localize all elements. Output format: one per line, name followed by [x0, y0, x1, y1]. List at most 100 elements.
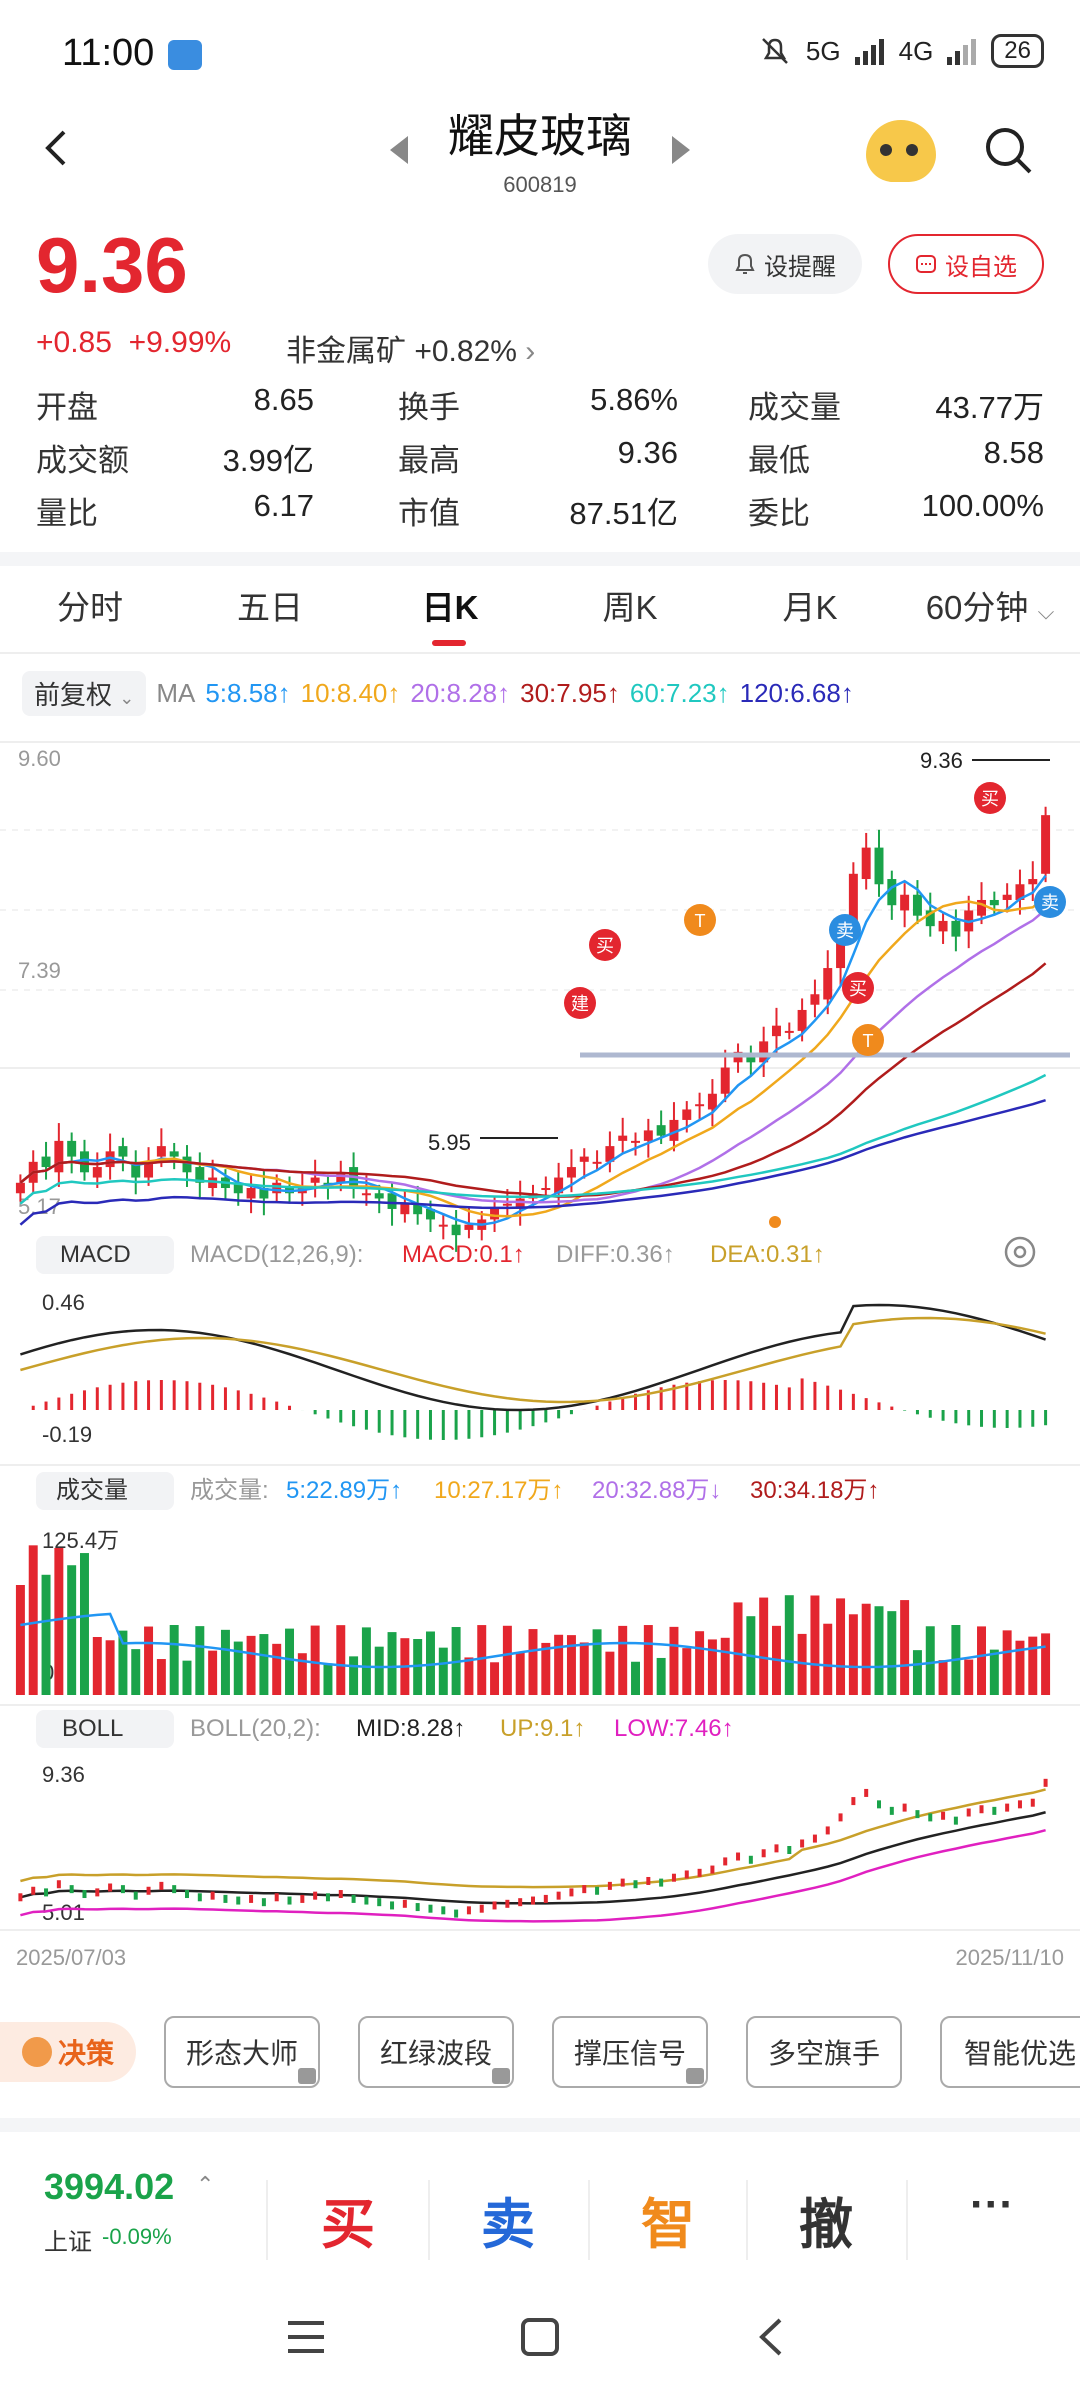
menu-icon[interactable]: [286, 2319, 326, 2355]
boll-candle: [120, 1885, 125, 1894]
stat-value: 8.58: [983, 435, 1044, 470]
candle-body: [118, 1146, 128, 1157]
set-alert-label: 设提醒: [764, 253, 836, 281]
tab-monthly-k[interactable]: 月K: [782, 589, 838, 626]
volume-bar: [579, 1642, 589, 1695]
index-value[interactable]: 3994.02: [44, 2166, 175, 2207]
adjust-label: 前复权: [34, 679, 113, 710]
boll-candle: [390, 1901, 395, 1910]
candle-body: [361, 1193, 371, 1196]
tool-support-resistance[interactable]: 撑压信号: [552, 2016, 708, 2088]
tab-intraday[interactable]: 分时: [57, 589, 123, 626]
price-axis-mid: 7.39: [18, 958, 61, 983]
volume-ma10: 10:27.17万↑: [434, 1477, 563, 1504]
volume-bar: [925, 1626, 935, 1695]
stat-cell: 最低 8.58: [708, 435, 1044, 480]
volume-bar: [797, 1633, 807, 1695]
tab-weekly-k[interactable]: 周K: [602, 589, 658, 626]
home-icon[interactable]: [520, 2317, 560, 2357]
candle-body: [310, 1177, 320, 1183]
boll-candle: [582, 1885, 587, 1894]
back-icon[interactable]: [36, 128, 76, 168]
boll-candle: [864, 1788, 869, 1797]
tab-daily-k[interactable]: 日K: [421, 589, 479, 626]
ma-line-60: [19, 1073, 1047, 1205]
volume-bar: [285, 1628, 295, 1695]
signal-marker-label: 卖: [1041, 893, 1059, 913]
divider: [906, 2180, 908, 2260]
volume-bar: [566, 1635, 576, 1695]
boll-candle: [851, 1797, 856, 1806]
signal-marker-label: 建: [571, 994, 589, 1014]
ma-value: 10:8.40↑: [300, 677, 401, 708]
candle-body: [1015, 884, 1025, 900]
stat-label: 成交额: [36, 443, 129, 478]
ma-prefix: MA: [156, 677, 196, 708]
stat-cell: 市值 87.51亿: [372, 488, 708, 533]
next-stock-arrow-icon[interactable]: [672, 136, 690, 164]
volume-bar: [208, 1650, 218, 1695]
volume-ma30: 30:34.18万↑: [750, 1477, 879, 1504]
boll-up-line: [20, 1788, 1046, 1889]
tool-bull-bear[interactable]: 多空旗手: [746, 2016, 902, 2088]
candle-body: [951, 920, 961, 937]
sell-button[interactable]: 卖: [481, 2195, 535, 2255]
prev-stock-arrow-icon[interactable]: [390, 136, 408, 164]
volume-prefix: 成交量:: [190, 1477, 269, 1504]
mascot-icon[interactable]: [866, 120, 936, 182]
candle-body: [771, 1025, 781, 1037]
stock-header: 耀皮玻璃 600819: [0, 100, 1080, 210]
ma-value: 30:7.95↑: [520, 677, 620, 708]
more-button[interactable]: ···: [970, 2180, 1014, 2229]
tool-smart-pick[interactable]: 智能优选: [940, 2016, 1080, 2088]
candle-body: [836, 926, 846, 969]
volume-bar: [323, 1663, 333, 1695]
smart-button[interactable]: 智: [641, 2195, 695, 2255]
signal-marker-label: 买: [981, 789, 999, 809]
boll-candle: [531, 1896, 535, 1905]
boll-candle: [479, 1904, 484, 1913]
adjust-dropdown[interactable]: 前复权 ⌄: [22, 670, 147, 716]
candle-body: [464, 1224, 474, 1230]
volume-bar: [682, 1648, 692, 1695]
buy-button[interactable]: 买: [321, 2195, 375, 2255]
add-watchlist-button[interactable]: 设自选: [888, 234, 1044, 294]
back-nav-icon[interactable]: [756, 2317, 786, 2357]
tab-60min[interactable]: 60分钟 ⌵: [900, 576, 1080, 640]
boll-candle: [723, 1857, 728, 1866]
volume-bar: [1015, 1640, 1025, 1695]
candle-body: [259, 1188, 269, 1199]
boll-candle: [44, 1888, 49, 1897]
stat-cell: 委比 100.00%: [708, 488, 1044, 533]
candle-body: [759, 1041, 769, 1063]
candle-body: [861, 847, 871, 880]
search-icon[interactable]: [982, 124, 1034, 176]
decision-tab[interactable]: 决策: [0, 2022, 136, 2082]
stat-value: 5.86%: [590, 382, 678, 417]
boll-candle: [812, 1834, 817, 1843]
cancel-order-button[interactable]: 撤: [799, 2195, 853, 2255]
tool-pattern-master[interactable]: 形态大师: [164, 2016, 320, 2088]
volume-bar: [182, 1660, 192, 1695]
sector-link[interactable]: 非金属矿 +0.82% ›: [286, 326, 535, 370]
current-price: 9.36: [36, 221, 188, 309]
volume-bar: [233, 1641, 243, 1695]
high-label: 9.36: [920, 748, 963, 773]
boll-candle: [543, 1894, 548, 1903]
system-nav-bar: [0, 2285, 1080, 2400]
boll-candle: [595, 1886, 600, 1895]
set-alert-button[interactable]: 设提醒: [708, 234, 862, 294]
candle-body: [451, 1224, 461, 1236]
price-change: +0.85 +9.99%: [36, 326, 231, 360]
candle-body: [977, 899, 987, 916]
volume-bar: [656, 1657, 666, 1695]
candle-body: [746, 1057, 756, 1063]
ma-value: 120:6.68↑: [739, 677, 854, 708]
signal-marker-label: 买: [849, 979, 867, 999]
tab-five-day[interactable]: 五日: [237, 589, 303, 626]
volume-bar: [259, 1634, 269, 1695]
candle-body: [182, 1156, 192, 1173]
tool-red-green-band[interactable]: 红绿波段: [358, 2016, 514, 2088]
date-end: 2025/11/10: [956, 1945, 1064, 1970]
